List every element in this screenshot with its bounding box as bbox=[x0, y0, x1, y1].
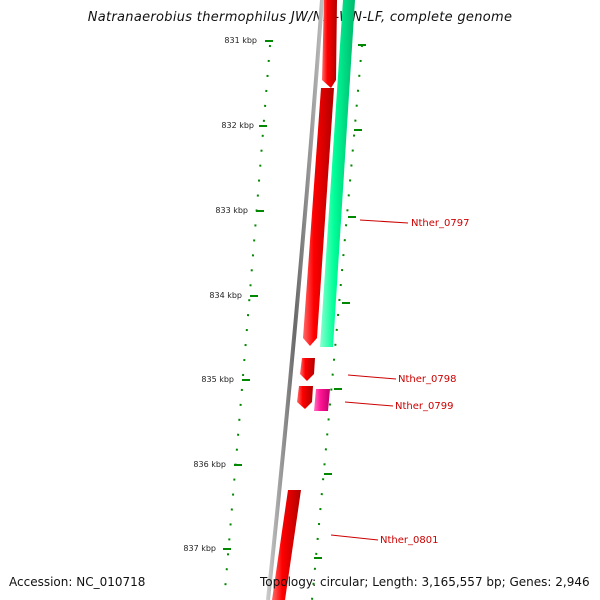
gene-reverse-strand[interactable] bbox=[320, 0, 355, 347]
connector-line bbox=[347, 374, 397, 380]
outer-ticks bbox=[314, 44, 366, 559]
connector-line bbox=[344, 401, 394, 407]
ruler-label: 833 kbp bbox=[215, 206, 248, 215]
accession-label: Accession: NC_010718 bbox=[9, 575, 146, 589]
gene-labels: Nther_0797 Nther_0798 Nther_0799 Nther_0… bbox=[380, 218, 469, 546]
connector-line bbox=[330, 534, 379, 541]
ruler-label: 832 kbp bbox=[221, 121, 254, 130]
gene-forward-top[interactable] bbox=[322, 0, 337, 88]
gene-label-nther-0799[interactable]: Nther_0799 bbox=[395, 401, 453, 412]
gene-label-nther-0798[interactable]: Nther_0798 bbox=[398, 374, 456, 385]
ruler-label: 836 kbp bbox=[193, 460, 226, 469]
ruler-label: 837 kbp bbox=[183, 544, 216, 553]
ruler-dotted-line bbox=[224, 44, 271, 591]
genome-backbone bbox=[266, 0, 324, 600]
gene-label-nther-0801[interactable]: Nther_0801 bbox=[380, 535, 438, 546]
ruler-label: 835 kbp bbox=[201, 375, 234, 384]
gene-highlighted[interactable] bbox=[314, 389, 330, 411]
gene-forward-small-2[interactable] bbox=[297, 386, 313, 409]
gene-label-nther-0797[interactable]: Nther_0797 bbox=[411, 218, 469, 229]
gene-forward-small[interactable] bbox=[300, 358, 315, 381]
ruler-label: 834 kbp bbox=[209, 291, 242, 300]
gene-forward-main[interactable] bbox=[303, 88, 334, 346]
gene-forward-bottom[interactable] bbox=[272, 490, 301, 600]
ruler-label: 831 kbp bbox=[224, 36, 257, 45]
map-title: Natranaerobius thermophilus JW/NM-WN-LF,… bbox=[87, 10, 513, 25]
genome-stats-label: Topology: circular; Length: 3,165,557 bp… bbox=[260, 575, 590, 589]
ruler-ticks bbox=[223, 40, 273, 550]
gene-label-connectors bbox=[330, 219, 409, 541]
ruler-labels: 831 kbp 832 kbp 833 kbp 834 kbp 835 kbp … bbox=[183, 36, 257, 553]
connector-line bbox=[359, 219, 409, 224]
